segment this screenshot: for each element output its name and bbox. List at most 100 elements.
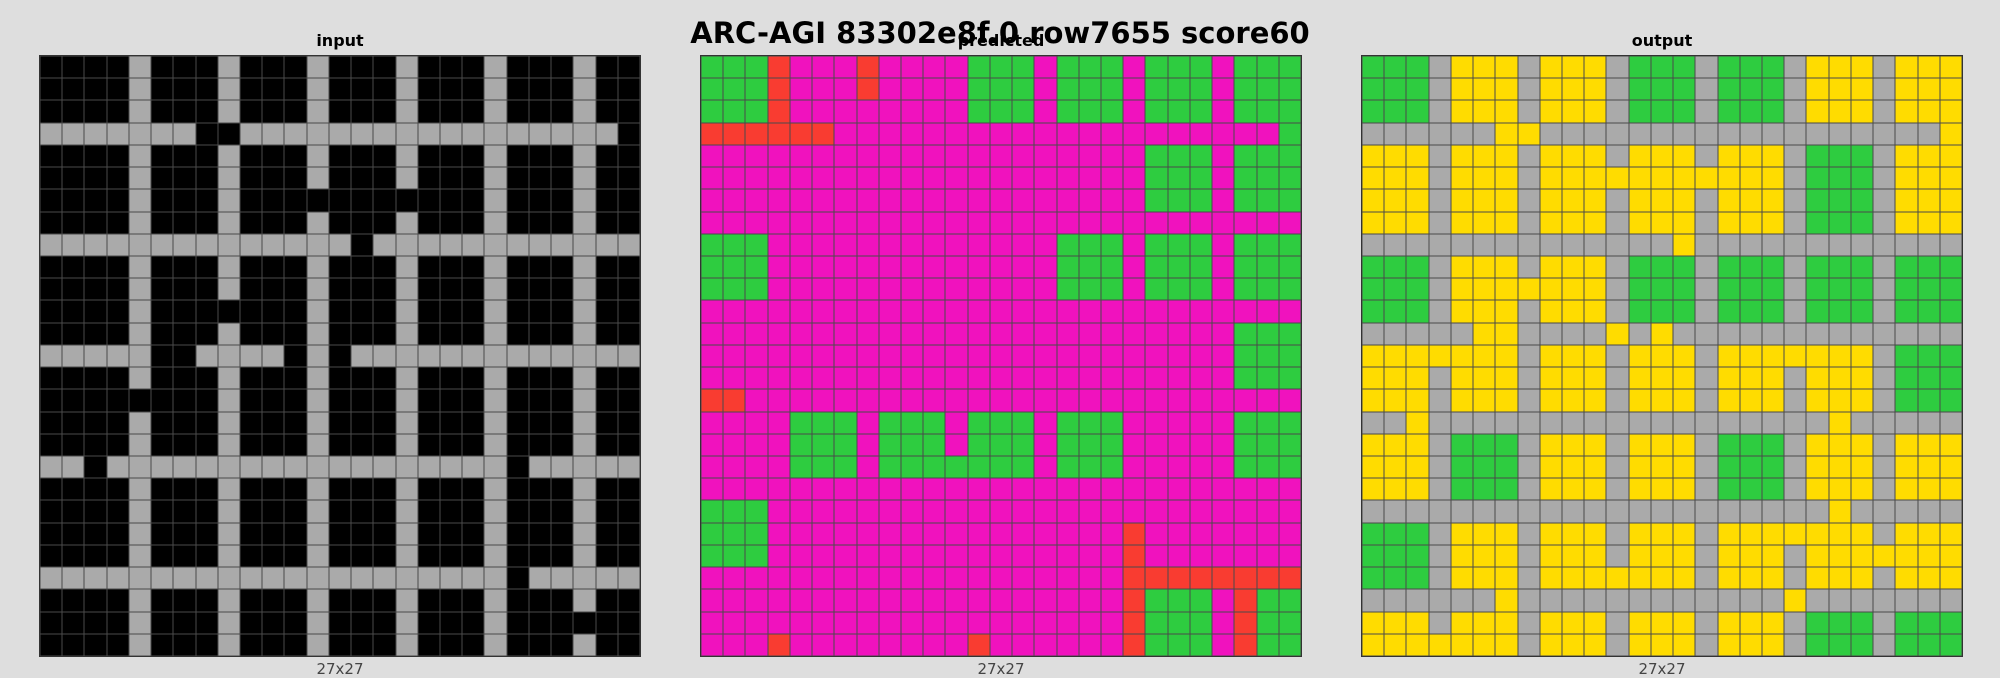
grid-cell (439, 233, 463, 256)
grid-cell (1473, 189, 1496, 212)
grid-cell (812, 56, 835, 79)
grid-cell (1234, 167, 1257, 190)
grid-cell (462, 478, 485, 501)
grid-cell (1123, 522, 1146, 545)
grid-cell (106, 433, 129, 456)
grid-cell (1167, 344, 1190, 368)
grid-cell (1761, 478, 1785, 501)
grid-cell (745, 433, 768, 456)
grid-cell (528, 389, 552, 412)
grid-cell (856, 433, 879, 456)
grid-cell (1673, 500, 1696, 523)
grid-cell (417, 78, 440, 101)
grid-cell (128, 233, 152, 256)
grid-cell (767, 411, 790, 434)
grid-cell (1100, 567, 1124, 590)
grid-cell (151, 233, 174, 256)
grid-cell (306, 56, 329, 79)
grid-cell (1673, 122, 1696, 145)
grid-cell (1561, 167, 1585, 190)
grid-cell (306, 589, 329, 612)
grid-cell (1917, 611, 1940, 634)
grid-cell (1012, 455, 1035, 479)
grid-cell (551, 189, 574, 212)
grid-cell (1406, 500, 1429, 523)
grid-cell (1606, 389, 1629, 412)
grid-cell (745, 100, 768, 123)
grid-cell (989, 322, 1013, 345)
grid-cell (1828, 633, 1851, 656)
grid-cell (1384, 122, 1407, 145)
grid-cell (484, 544, 507, 568)
grid-cell (1561, 344, 1585, 368)
grid-cell (1034, 455, 1057, 479)
grid-cell (878, 211, 901, 234)
grid-cell (173, 455, 196, 479)
grid-cell (945, 300, 968, 323)
grid-cell (506, 144, 529, 168)
grid-cell (1078, 322, 1101, 345)
grid-cell (195, 500, 218, 523)
grid-cell (395, 322, 418, 345)
grid-cell (1784, 389, 1807, 412)
grid-cell (1761, 122, 1785, 145)
grid-cell (1212, 189, 1235, 212)
grid-cell (1278, 255, 1301, 279)
grid-cell (1428, 522, 1451, 545)
grid-cell (1806, 567, 1829, 590)
grid-cell (528, 367, 552, 390)
grid-cell (617, 167, 640, 190)
grid-cell (834, 322, 857, 345)
grid-cell (128, 255, 152, 279)
grid-cell (789, 189, 813, 212)
grid-cell (128, 100, 152, 123)
grid-cell (439, 344, 463, 368)
grid-cell (195, 56, 218, 79)
grid-cell (573, 100, 596, 123)
grid-cell (1828, 500, 1851, 523)
grid-cell (1012, 367, 1035, 390)
grid-cell (306, 144, 329, 168)
grid-cell (595, 144, 618, 168)
grid-cell (856, 278, 879, 301)
grid-cell (967, 78, 990, 101)
grid-cell (1873, 344, 1896, 368)
grid-cell (506, 500, 529, 523)
grid-cell (1784, 367, 1807, 390)
grid-cell (1189, 633, 1213, 656)
grid-cell (1167, 367, 1190, 390)
grid-cell (1895, 189, 1918, 212)
grid-cell (945, 167, 968, 190)
grid-cell (395, 500, 418, 523)
grid-cell (128, 389, 152, 412)
grid-cell (1539, 611, 1562, 634)
grid-cell (528, 144, 552, 168)
grid-cell (1828, 589, 1851, 612)
grid-cell (617, 567, 640, 590)
grid-cell (1650, 78, 1674, 101)
grid-cell (128, 589, 152, 612)
grid-cell (1828, 478, 1851, 501)
grid-cell (1123, 100, 1146, 123)
grid-cell (462, 211, 485, 234)
grid-cell (834, 56, 857, 79)
grid-cell (1650, 100, 1674, 123)
grid-cell (745, 233, 768, 256)
grid-cell (62, 278, 85, 301)
grid-cell (812, 122, 835, 145)
grid-cell (767, 633, 790, 656)
grid-cell (701, 633, 724, 656)
grid-cell (617, 78, 640, 101)
grid-cell (1784, 167, 1807, 190)
grid-cell (84, 567, 107, 590)
grid-cell (395, 344, 418, 368)
grid-cell (128, 544, 152, 568)
grid-cell (195, 211, 218, 234)
grid-cell (1806, 544, 1829, 568)
grid-cell (106, 411, 129, 434)
grid-cell (40, 411, 63, 434)
grid-cell (573, 122, 596, 145)
grid-cell (856, 367, 879, 390)
grid-cell (967, 367, 990, 390)
grid-cell (151, 56, 174, 79)
